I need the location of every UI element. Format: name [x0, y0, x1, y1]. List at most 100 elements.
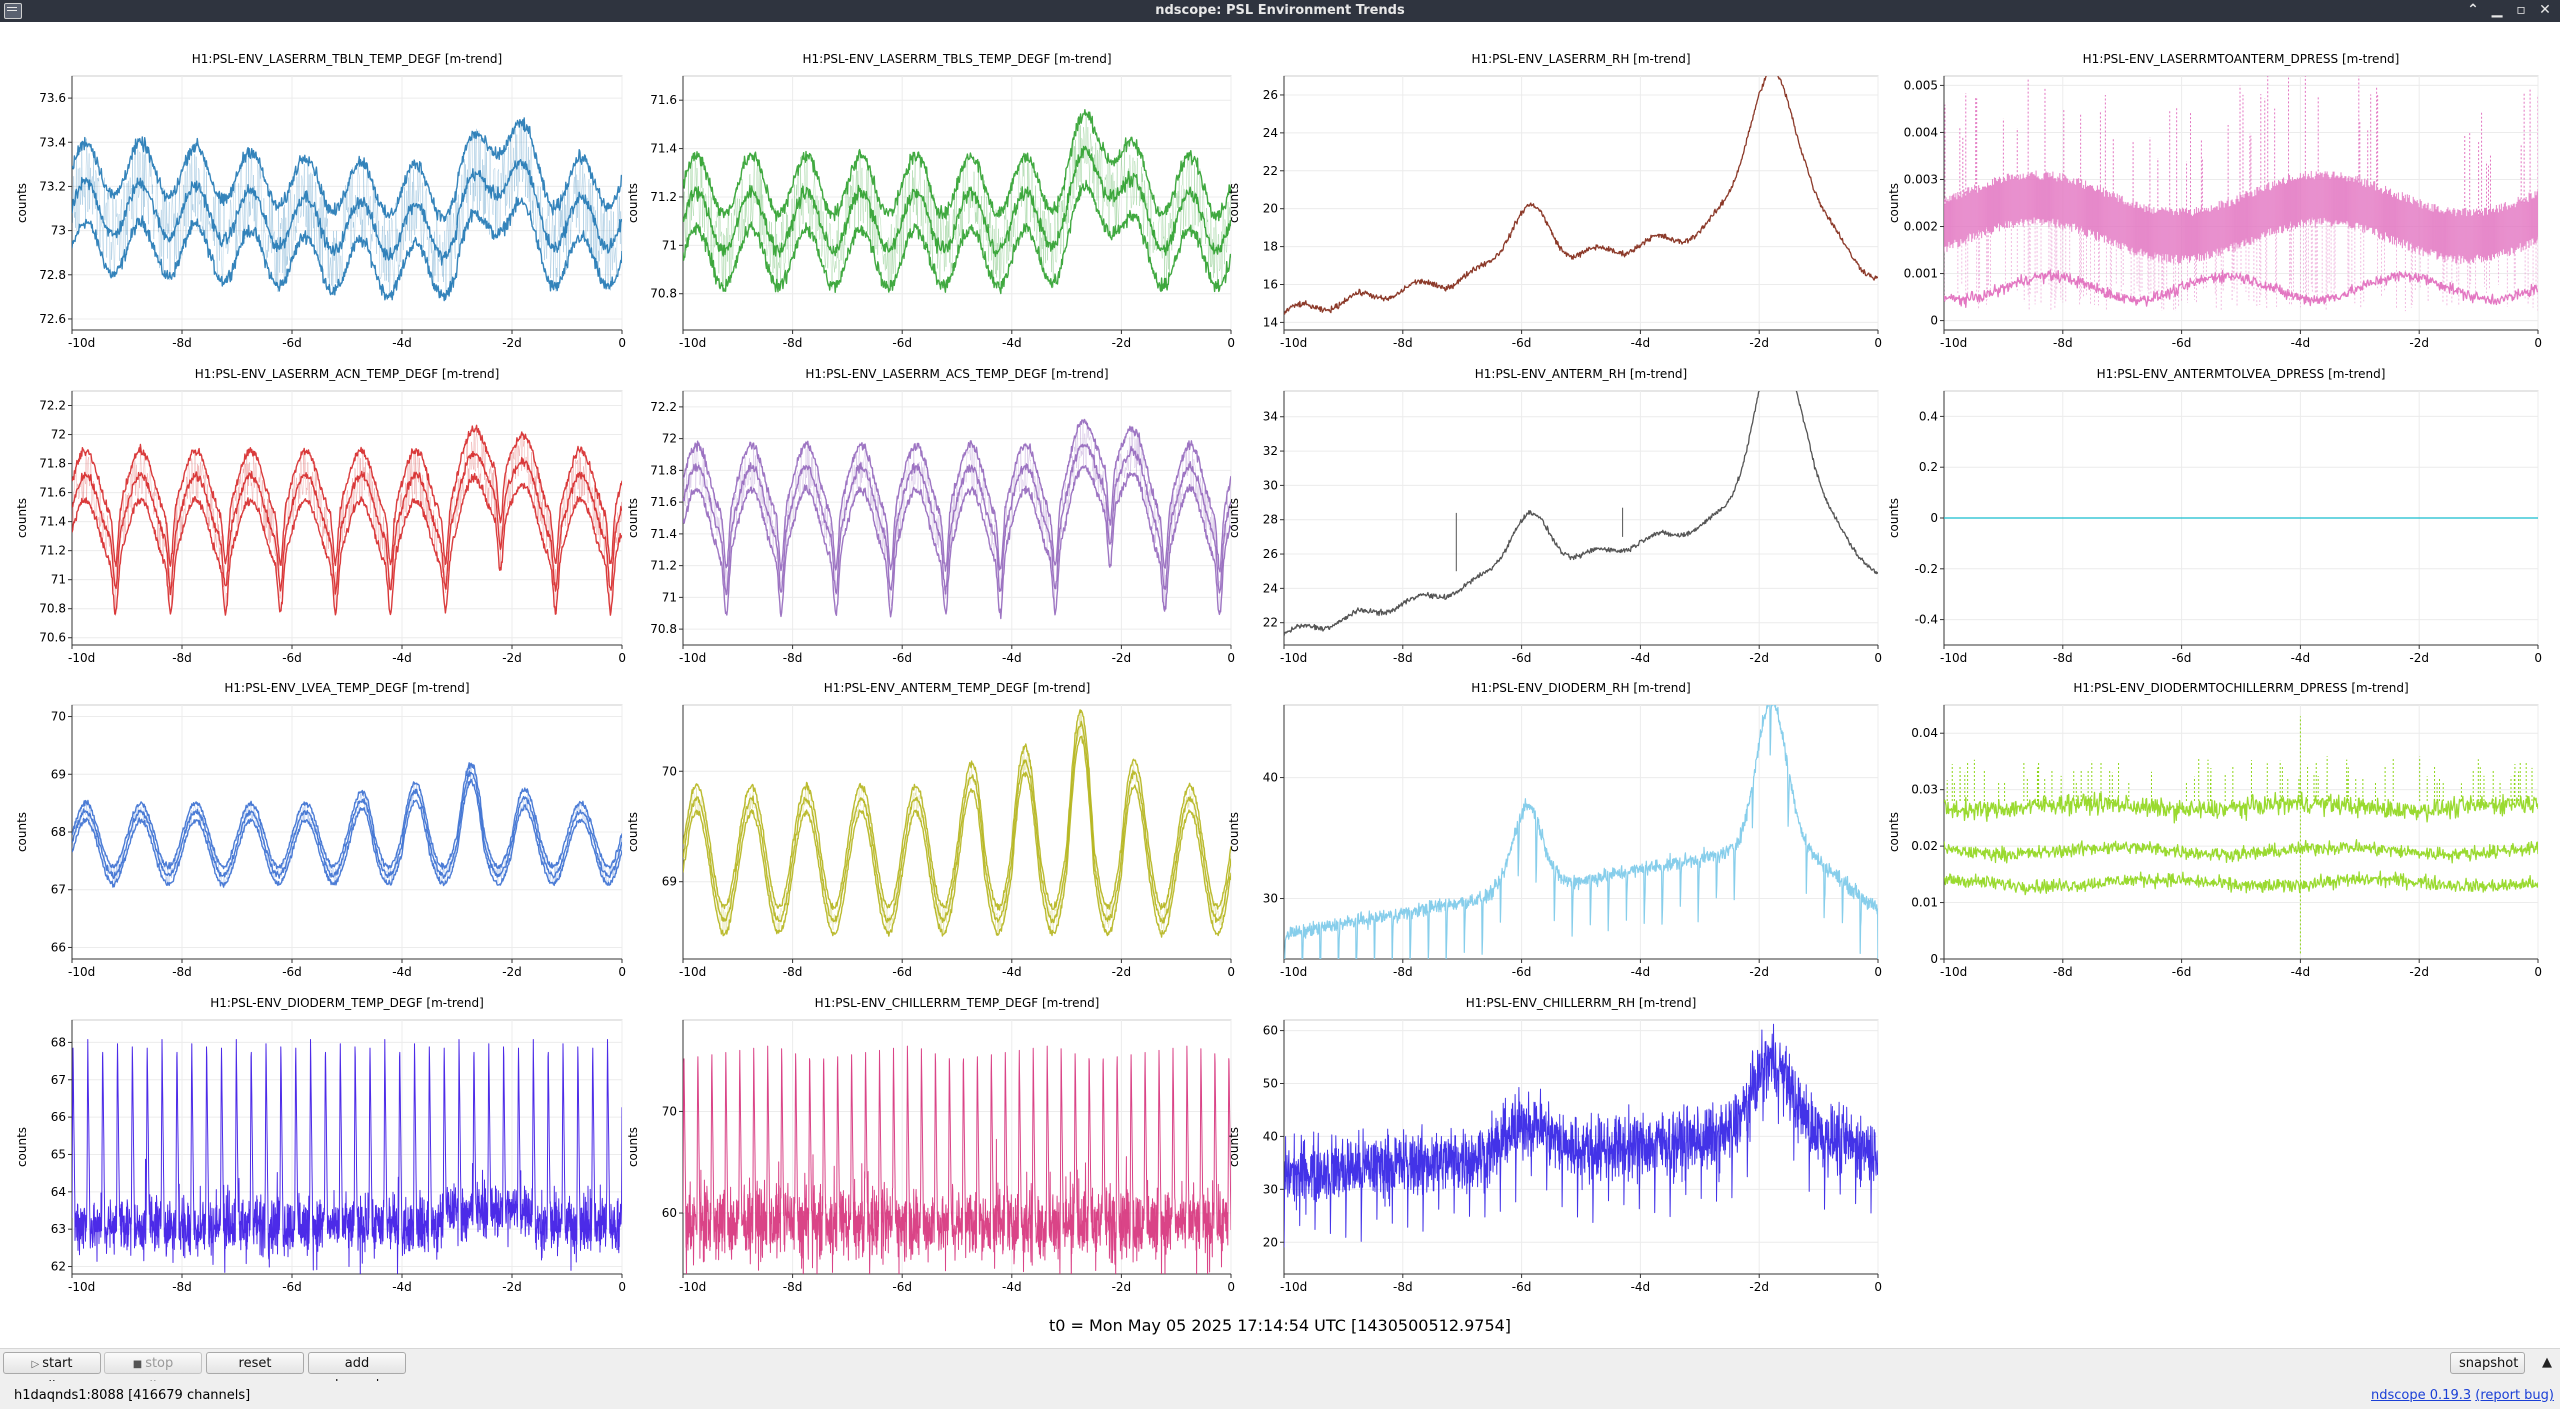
y-tick-label: 69	[51, 767, 66, 781]
trace-line	[1284, 391, 1878, 637]
trace-line	[683, 418, 1231, 573]
y-tick-label: 63	[51, 1222, 66, 1236]
plot-title: H1:PSL-ENV_DIODERMTOCHILLERRM_DPRESS [m-…	[2073, 681, 2408, 695]
trend-plot[interactable]: H1:PSL-ENV_ANTERM_TEMP_DEGF [m-trend] 69 7…	[626, 681, 1235, 979]
y-axis-label: counts	[1227, 1127, 1241, 1167]
y-tick-label: 0.03	[1911, 783, 1938, 797]
snapshot-button[interactable]: snapshot	[2450, 1352, 2525, 1374]
x-tick-label: -8d	[783, 336, 803, 350]
y-tick-label: 40	[1263, 771, 1278, 785]
trend-plot[interactable]: H1:PSL-ENV_DIODERM_RH [m-trend] 30 40 -10d -…	[1227, 681, 1882, 1003]
y-tick-label: 72.8	[39, 268, 66, 282]
trend-plot[interactable]: H1:PSL-ENV_LVEA_TEMP_DEGF [m-trend] 66 67 6…	[15, 681, 626, 979]
y-tick-label: 30	[1263, 478, 1278, 492]
report-bug-link[interactable]: (report bug)	[2475, 1388, 2554, 1403]
y-axis-label: counts	[15, 812, 29, 852]
x-tick-label: -2d	[2409, 965, 2429, 979]
start-online-button[interactable]: ▷start online	[3, 1352, 101, 1394]
expand-arrow-icon[interactable]: ▲	[2542, 1355, 2552, 1370]
add-channels-button[interactable]: add channels	[308, 1352, 406, 1393]
y-tick-label: 18	[1263, 240, 1278, 254]
y-axis-label: counts	[1887, 812, 1901, 852]
x-tick-label: -8d	[172, 1280, 192, 1294]
plot-title: H1:PSL-ENV_LVEA_TEMP_DEGF [m-trend]	[224, 681, 469, 695]
trace-line	[1944, 870, 2538, 896]
y-tick-label: 0.4	[1919, 409, 1938, 423]
x-tick-label: -10d	[1280, 965, 1307, 979]
x-tick-label: -10d	[679, 965, 706, 979]
trace-line	[1284, 76, 1878, 315]
plot-frame	[682, 75, 1232, 331]
plot-frame	[1283, 390, 1879, 646]
y-tick-label: 64	[51, 1185, 66, 1199]
y-tick-label: 72	[662, 432, 677, 446]
x-tick-label: -6d	[2172, 336, 2192, 350]
version-link[interactable]: ndscope 0.19.3	[2371, 1388, 2472, 1403]
maximize-icon[interactable]: ▫	[2516, 2, 2526, 18]
trace-line	[1944, 839, 2538, 864]
y-tick-label: 0	[1930, 314, 1938, 328]
y-tick-label: 71.2	[650, 190, 677, 204]
x-tick-label: -8d	[2053, 651, 2073, 665]
plot-grid[interactable]: H1:PSL-ENV_LASERRM_TBLN_TEMP_DEGF [m-tre…	[0, 22, 2560, 1312]
trend-plot[interactable]: H1:PSL-ENV_LASERRM_TBLS_TEMP_DEGF [m-tre…	[626, 52, 1235, 350]
plot-frame	[71, 75, 623, 331]
y-axis-label: counts	[626, 183, 640, 223]
minimize-icon[interactable]: ▁	[2491, 2, 2503, 18]
y-tick-label: -0.2	[1915, 562, 1938, 576]
trend-plot[interactable]: H1:PSL-ENV_ANTERM_RH [m-trend] 22 24 26 28 30…	[1227, 338, 1882, 666]
x-tick-label: -8d	[783, 651, 803, 665]
trace-line	[683, 735, 1231, 938]
trend-plot[interactable]: H1:PSL-ENV_LASERRM_RH [m-trend] 14 16 18 20 2…	[1227, 52, 1882, 350]
y-tick-label: 70.8	[650, 622, 677, 636]
server-status: h1daqnds1:8088 [416679 channels]	[14, 1388, 251, 1403]
y-tick-label: 73.2	[39, 179, 66, 193]
y-tick-label: 24	[1263, 126, 1278, 140]
y-tick-label: 62	[51, 1260, 66, 1274]
x-tick-label: -4d	[1002, 651, 1022, 665]
close-icon[interactable]: ✕	[2539, 2, 2551, 18]
plot-title: H1:PSL-ENV_LASERRMTOANTERM_DPRESS [m-tre…	[2083, 52, 2400, 66]
app-menu-icon[interactable]	[4, 3, 22, 19]
y-tick-label: 73.4	[39, 135, 66, 149]
y-tick-label: 71.4	[650, 527, 677, 541]
y-tick-label: 0.01	[1911, 896, 1938, 910]
chevron-up-icon[interactable]: ⌃	[2467, 2, 2479, 18]
y-tick-label: 22	[1263, 164, 1278, 178]
x-tick-label: -10d	[1280, 651, 1307, 665]
trend-plot[interactable]: H1:PSL-ENV_LASERRM_TBLN_TEMP_DEGF [m-tre…	[15, 52, 626, 350]
x-tick-label: -2d	[1112, 965, 1132, 979]
plot-title: H1:PSL-ENV_DIODERM_TEMP_DEGF [m-trend]	[210, 996, 484, 1010]
y-tick-label: 40	[1263, 1129, 1278, 1143]
y-tick-label: 71.4	[650, 142, 677, 156]
x-tick-label: -10d	[68, 336, 95, 350]
plot-title: H1:PSL-ENV_CHILLERRM_RH [m-trend]	[1466, 996, 1697, 1010]
trend-plot[interactable]: H1:PSL-ENV_LASERRM_ACN_TEMP_DEGF [m-tren…	[15, 367, 626, 665]
y-axis-label: counts	[626, 1127, 640, 1167]
trace-line	[72, 762, 622, 886]
y-tick-label: 24	[1263, 581, 1278, 595]
x-tick-label: -4d	[2291, 965, 2311, 979]
y-tick-label: 67	[51, 1073, 66, 1087]
trend-plot[interactable]: H1:PSL-ENV_CHILLERRM_TEMP_DEGF [m-trend]…	[626, 996, 1235, 1294]
plot-frame	[1283, 75, 1879, 331]
y-tick-label: 70.8	[650, 287, 677, 301]
y-tick-label: 0	[1930, 511, 1938, 525]
trend-plot[interactable]: H1:PSL-ENV_ANTERMTOLVEA_DPRESS [m-trend]…	[1887, 367, 2542, 665]
trend-plot[interactable]: H1:PSL-ENV_CHILLERRM_RH [m-trend] 20 30 40 5…	[1227, 996, 1882, 1294]
trend-plot[interactable]: H1:PSL-ENV_LASERRM_ACS_TEMP_DEGF [m-tren…	[626, 367, 1235, 665]
reset-button[interactable]: reset	[206, 1352, 304, 1374]
trend-plot[interactable]: H1:PSL-ENV_DIODERM_TEMP_DEGF [m-trend] 62…	[15, 996, 626, 1294]
x-tick-label: 0	[2534, 965, 2542, 979]
trend-plot[interactable]: H1:PSL-ENV_LASERRMTOANTERM_DPRESS [m-tre…	[1887, 52, 2542, 350]
x-tick-label: 0	[1874, 965, 1882, 979]
y-tick-label: 0.04	[1911, 726, 1938, 740]
x-tick-label: -4d	[1631, 1280, 1651, 1294]
x-tick-label: -10d	[1280, 336, 1307, 350]
x-tick-label: 0	[618, 336, 626, 350]
trace-line	[683, 420, 1231, 615]
x-tick-label: -8d	[783, 965, 803, 979]
y-axis-label: counts	[1227, 812, 1241, 852]
trend-plot[interactable]: H1:PSL-ENV_DIODERMTOCHILLERRM_DPRESS [m-…	[1887, 681, 2542, 979]
x-tick-label: -8d	[1393, 651, 1413, 665]
